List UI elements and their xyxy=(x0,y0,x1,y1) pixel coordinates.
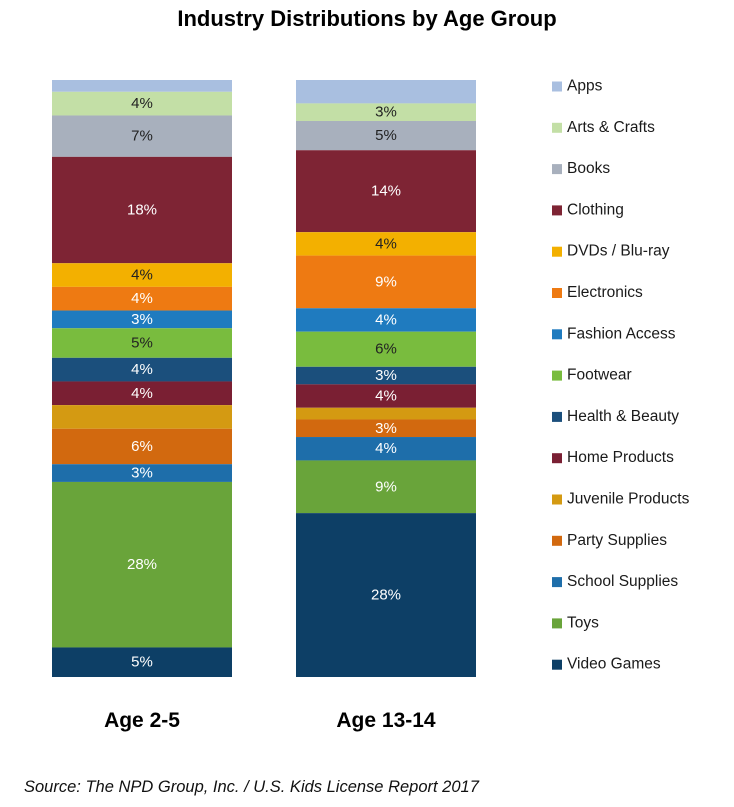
legend-label: Books xyxy=(567,160,610,177)
legend-label: Toys xyxy=(567,614,599,631)
bar-segment xyxy=(52,263,232,287)
legend-label: Juvenile Products xyxy=(567,491,690,508)
bar-segment xyxy=(296,120,476,151)
data-label: 4% xyxy=(131,361,153,378)
bar-segment xyxy=(296,366,476,385)
data-label: 4% xyxy=(131,290,153,307)
bar-segment xyxy=(296,437,476,461)
data-label: 7% xyxy=(131,128,153,145)
legend-label: Party Supplies xyxy=(567,532,667,549)
category-label: Age 2-5 xyxy=(104,709,180,732)
legend-swatch xyxy=(552,535,562,546)
legend-swatch xyxy=(552,205,562,216)
data-label: 4% xyxy=(375,311,397,328)
bar-segment xyxy=(52,286,232,311)
legend-swatch xyxy=(552,288,562,298)
bar-segment xyxy=(296,255,476,309)
data-label: 9% xyxy=(375,273,397,290)
data-label: 6% xyxy=(375,341,397,358)
bar-segment xyxy=(52,405,232,429)
bar-segment xyxy=(296,460,476,514)
bar-segment xyxy=(52,428,232,465)
bar-segment xyxy=(52,464,232,482)
bar-segment xyxy=(52,647,232,677)
legend-swatch xyxy=(552,411,562,422)
data-label: 14% xyxy=(371,183,401,200)
bar-segment xyxy=(296,232,476,256)
legend-swatch xyxy=(552,453,562,464)
data-label: 4% xyxy=(375,440,397,457)
data-label: 3% xyxy=(375,367,397,384)
legend-swatch xyxy=(552,494,562,505)
legend-swatch xyxy=(552,659,562,670)
bar-segment xyxy=(296,331,476,367)
data-label: 3% xyxy=(375,420,397,437)
legend-label: Apps xyxy=(567,78,603,95)
legend-swatch xyxy=(552,577,562,588)
chart-title: Industry Distributions by Age Group xyxy=(177,6,557,31)
legend-swatch xyxy=(552,618,562,629)
legend-label: Health & Beauty xyxy=(567,408,679,425)
data-label: 28% xyxy=(371,587,401,604)
legend-label: Clothing xyxy=(567,201,624,218)
data-label: 3% xyxy=(131,465,153,482)
bar-segment xyxy=(52,381,232,406)
bar-segment xyxy=(52,91,232,116)
data-label: 28% xyxy=(127,556,157,573)
legend-label: School Supplies xyxy=(567,573,678,590)
data-label: 4% xyxy=(375,235,397,252)
legend-swatch xyxy=(552,122,562,133)
data-label: 6% xyxy=(131,438,153,455)
data-label: 9% xyxy=(375,478,397,495)
legend-swatch xyxy=(552,81,562,92)
bar-segment xyxy=(52,328,232,358)
legend-swatch xyxy=(552,329,562,340)
bar-area: 4% 7% 18% 4% 4% 3% 5% 4% 4% 6% 3% 28% 5% 3% 5% 14% 4% 9% 4… xyxy=(52,80,476,677)
legend-label: Arts & Crafts xyxy=(567,119,655,136)
bar-segment xyxy=(296,80,476,104)
bar-segment xyxy=(296,419,476,438)
data-label: 4% xyxy=(131,385,153,402)
bar-segment xyxy=(296,308,476,332)
bar-segment xyxy=(296,103,476,121)
bar-segment xyxy=(52,481,232,648)
bar-segment xyxy=(296,513,476,677)
data-label: 18% xyxy=(127,202,157,219)
data-label: 3% xyxy=(131,311,153,328)
legend-label: Video Games xyxy=(567,656,661,673)
bar-segment xyxy=(52,80,232,92)
data-label: 3% xyxy=(375,104,397,121)
legend-label: Electronics xyxy=(567,284,643,301)
data-label: 4% xyxy=(131,95,153,112)
bar-segment xyxy=(52,357,232,382)
legend-swatch xyxy=(552,164,562,175)
bar-segment xyxy=(296,384,476,408)
bar-segment xyxy=(52,156,232,264)
source-note: Source: The NPD Group, Inc. / U.S. Kids … xyxy=(24,778,479,796)
bar-segment xyxy=(52,310,232,329)
data-label: 5% xyxy=(131,335,153,352)
category-label: Age 13-14 xyxy=(336,709,436,732)
legend-label: Fashion Access xyxy=(567,325,676,342)
data-label: 4% xyxy=(375,388,397,405)
bar-segment xyxy=(296,150,476,233)
bar-segment xyxy=(296,407,476,420)
data-label: 5% xyxy=(375,127,397,144)
legend-label: DVDs / Blu-ray xyxy=(567,243,670,260)
bar-segment xyxy=(52,115,232,157)
legend: Apps Arts & Crafts Books Clothing DVDs / Blu… xyxy=(552,78,690,673)
data-label: 5% xyxy=(131,654,153,671)
data-label: 4% xyxy=(131,267,153,284)
legend-swatch xyxy=(552,246,562,257)
category-axis: Age 2-5 Age 13-14 xyxy=(104,709,436,732)
legend-label: Footwear xyxy=(567,367,632,384)
legend-swatch xyxy=(552,370,562,381)
legend-label: Home Products xyxy=(567,449,674,466)
